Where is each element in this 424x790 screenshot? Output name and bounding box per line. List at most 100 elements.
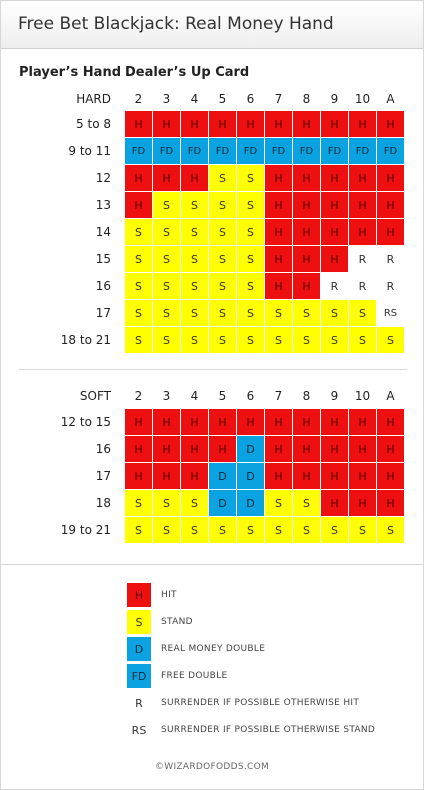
- row-label: 19 to 21: [11, 523, 111, 537]
- strategy-cell: H: [349, 192, 376, 218]
- row-label: 14: [11, 225, 111, 239]
- strategy-cell: S: [209, 165, 236, 191]
- column-header-3: 3: [153, 92, 180, 106]
- strategy-cell: S: [237, 327, 264, 353]
- strategy-cell: H: [349, 409, 376, 435]
- strategy-cell: FD: [125, 138, 152, 164]
- strategy-cell: H: [265, 273, 292, 299]
- column-header-10: 10: [349, 389, 376, 403]
- strategy-cell: H: [377, 463, 404, 489]
- strategy-cell: S: [209, 219, 236, 245]
- strategy-cell: H: [377, 436, 404, 462]
- strategy-cell: H: [265, 246, 292, 272]
- players-hand-label: Player’s Hand: [19, 65, 121, 80]
- strategy-cell: FD: [293, 138, 320, 164]
- row-label: 12 to 15: [11, 415, 111, 429]
- strategy-cell: H: [125, 165, 152, 191]
- strategy-cell: D: [237, 490, 264, 516]
- strategy-cell: FD: [237, 138, 264, 164]
- strategy-cell: H: [377, 165, 404, 191]
- row-label: 17: [11, 306, 111, 320]
- strategy-cell: H: [321, 165, 348, 191]
- strategy-cell: H: [321, 111, 348, 137]
- strategy-cell: H: [377, 409, 404, 435]
- section-divider: [19, 369, 407, 370]
- column-header-9: 9: [321, 389, 348, 403]
- strategy-cell: H: [293, 409, 320, 435]
- strategy-cell: H: [293, 273, 320, 299]
- strategy-cell: H: [349, 165, 376, 191]
- strategy-cell: H: [125, 409, 152, 435]
- header: Free Bet Blackjack: Real Money Hand: [1, 1, 423, 49]
- row-label: 15: [11, 252, 111, 266]
- strategy-cell: S: [125, 273, 152, 299]
- section-label-hard: HARD: [11, 92, 111, 106]
- strategy-cell: H: [181, 165, 208, 191]
- strategy-cell: S: [293, 517, 320, 543]
- strategy-cell: H: [321, 463, 348, 489]
- legend-divider: [1, 564, 423, 565]
- row-label: 9 to 11: [11, 144, 111, 158]
- column-header-7: 7: [265, 389, 292, 403]
- column-header-10: 10: [349, 92, 376, 106]
- strategy-cell: D: [237, 463, 264, 489]
- legend-text: REAL MONEY DOUBLE: [161, 644, 265, 654]
- strategy-cell: H: [125, 111, 152, 137]
- legend-text: SURRENDER IF POSSIBLE OTHERWISE HIT: [161, 698, 359, 708]
- strategy-cell: S: [181, 192, 208, 218]
- strategy-cell: H: [321, 409, 348, 435]
- strategy-cell: H: [349, 219, 376, 245]
- strategy-cell: H: [377, 192, 404, 218]
- strategy-cell: S: [181, 490, 208, 516]
- strategy-cell: H: [293, 246, 320, 272]
- strategy-cell: S: [181, 327, 208, 353]
- strategy-cell: H: [321, 436, 348, 462]
- strategy-cell: S: [265, 327, 292, 353]
- strategy-cell: H: [321, 246, 348, 272]
- strategy-cell: S: [321, 300, 348, 326]
- strategy-cell: FD: [377, 138, 404, 164]
- strategy-cell: S: [153, 490, 180, 516]
- column-header-6: 6: [237, 92, 264, 106]
- column-header-a: A: [377, 389, 404, 403]
- strategy-cell: H: [237, 409, 264, 435]
- row-label: 18: [11, 496, 111, 510]
- strategy-cell: S: [265, 517, 292, 543]
- legend-text: SURRENDER IF POSSIBLE OTHERWISE STAND: [161, 725, 375, 735]
- dealers-up-card-label: Dealer’s Up Card: [125, 65, 249, 80]
- row-label: 18 to 21: [11, 333, 111, 347]
- strategy-cell: S: [209, 246, 236, 272]
- strategy-cell: H: [153, 463, 180, 489]
- strategy-cell: D: [209, 463, 236, 489]
- strategy-cell: H: [293, 111, 320, 137]
- strategy-cell: S: [153, 192, 180, 218]
- strategy-cell: S: [237, 192, 264, 218]
- strategy-cell: H: [209, 436, 236, 462]
- legend-text: HIT: [161, 590, 177, 600]
- strategy-cell: S: [293, 490, 320, 516]
- strategy-cell: H: [181, 409, 208, 435]
- strategy-cell: H: [125, 192, 152, 218]
- strategy-cell: H: [321, 192, 348, 218]
- strategy-cell: H: [153, 111, 180, 137]
- strategy-cell: S: [321, 327, 348, 353]
- strategy-cell: S: [209, 273, 236, 299]
- strategy-cell: S: [293, 300, 320, 326]
- strategy-cell: H: [153, 409, 180, 435]
- strategy-cell: D: [237, 436, 264, 462]
- strategy-cell: H: [153, 436, 180, 462]
- column-header-4: 4: [181, 92, 208, 106]
- row-label: 17: [11, 469, 111, 483]
- strategy-cell: S: [237, 273, 264, 299]
- column-header-7: 7: [265, 92, 292, 106]
- strategy-cell: FD: [265, 138, 292, 164]
- strategy-cell: H: [209, 409, 236, 435]
- legend-swatch-rs: RS: [127, 718, 151, 742]
- strategy-cell: H: [265, 192, 292, 218]
- strategy-cell: R: [377, 246, 404, 272]
- row-label: 16: [11, 279, 111, 293]
- row-label: 16: [11, 442, 111, 456]
- strategy-cell: S: [153, 327, 180, 353]
- strategy-cell: S: [153, 246, 180, 272]
- strategy-cell: S: [293, 327, 320, 353]
